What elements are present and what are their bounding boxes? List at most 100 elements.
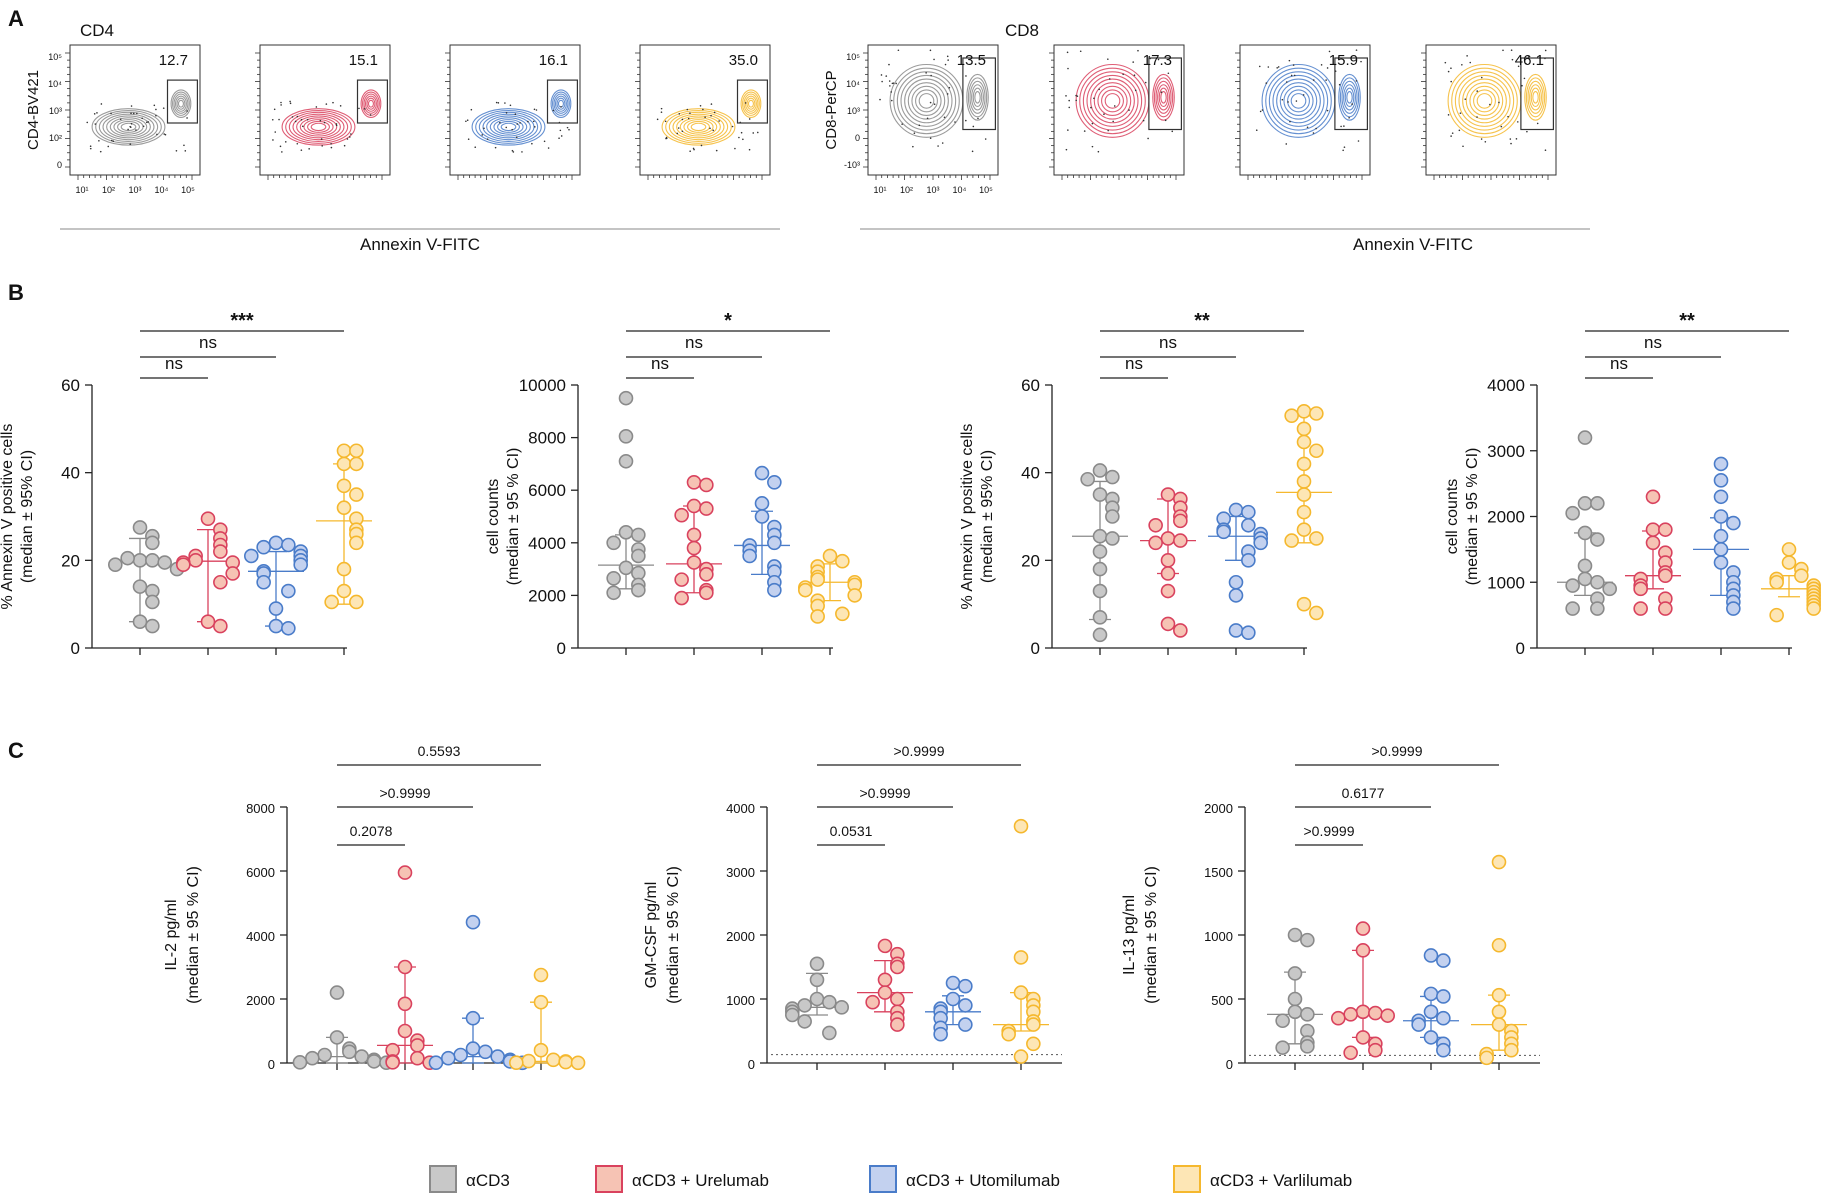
flow-event-dot bbox=[147, 121, 150, 123]
flow-event-dot bbox=[948, 86, 951, 89]
flow-event-dot bbox=[1536, 122, 1539, 125]
flow-event-dot bbox=[1287, 101, 1289, 103]
y-tick-label: 0 bbox=[557, 639, 566, 658]
data-point bbox=[1577, 571, 1593, 587]
flow-contour bbox=[1454, 71, 1515, 131]
y-axis-label: (median ± 95 % CI) bbox=[185, 866, 202, 1004]
significance-label: ns bbox=[1644, 333, 1662, 352]
y-tick-label: 60 bbox=[1021, 376, 1040, 395]
flow-event-dot bbox=[289, 100, 291, 103]
y-tick-label: 0 bbox=[268, 1057, 275, 1072]
flow-event-dot bbox=[1466, 55, 1468, 57]
data-point bbox=[1241, 504, 1256, 520]
data-point bbox=[847, 588, 863, 603]
flow-contour bbox=[1086, 74, 1139, 127]
flow-event-dot bbox=[1360, 60, 1362, 63]
y-tick-label: 2000 bbox=[1487, 508, 1525, 527]
flow-event-dot bbox=[155, 108, 157, 111]
data-point bbox=[1013, 985, 1029, 1000]
flow-event-dot bbox=[710, 103, 713, 105]
data-point bbox=[397, 996, 413, 1012]
data-point bbox=[674, 590, 689, 606]
data-point bbox=[1216, 524, 1231, 540]
data-point bbox=[1309, 443, 1324, 459]
flow-contour bbox=[170, 89, 192, 118]
flow-event-dot bbox=[1517, 65, 1520, 68]
data-point bbox=[1092, 627, 1108, 643]
flow-ytick-label: 10² bbox=[49, 133, 62, 143]
flow-event-dot bbox=[135, 129, 137, 131]
data-point bbox=[1590, 574, 1605, 590]
data-point bbox=[281, 537, 296, 553]
flow-event-dot bbox=[977, 117, 979, 120]
data-point bbox=[1491, 1004, 1507, 1020]
flow-event-dot bbox=[163, 133, 166, 135]
data-point bbox=[521, 1053, 536, 1069]
data-point bbox=[1368, 1042, 1383, 1058]
data-point bbox=[1296, 504, 1312, 520]
flow-event-dot bbox=[1075, 94, 1077, 97]
flow-event-dot bbox=[481, 134, 484, 136]
data-point bbox=[1296, 434, 1312, 450]
flow-event-dot bbox=[677, 127, 680, 129]
flow-event-dot bbox=[162, 107, 165, 109]
flow-event-dot bbox=[1147, 137, 1149, 140]
flow-event-dot bbox=[660, 111, 663, 113]
data-point bbox=[132, 553, 148, 568]
panel-label-b: B bbox=[8, 280, 24, 305]
legend-item: αCD3 + Varlilumab bbox=[1173, 1165, 1352, 1193]
flow-event-dot bbox=[965, 119, 967, 122]
data-point bbox=[865, 994, 880, 1010]
flow-event-dot bbox=[566, 126, 569, 129]
flow-event-dot bbox=[1075, 99, 1077, 102]
flow-contour bbox=[1079, 67, 1146, 135]
flow-event-dot bbox=[183, 144, 185, 147]
flow-event-dot bbox=[1476, 116, 1478, 118]
flow-event-dot bbox=[1302, 94, 1305, 96]
data-point bbox=[1105, 531, 1120, 546]
data-point bbox=[453, 1047, 468, 1063]
flow-event-dot bbox=[1258, 65, 1261, 68]
flow-event-dot bbox=[891, 82, 894, 85]
flow-event-dot bbox=[497, 102, 500, 104]
data-point bbox=[324, 594, 339, 610]
data-point bbox=[877, 985, 893, 1000]
flow-event-dot bbox=[271, 118, 274, 121]
legend-item: αCD3 bbox=[429, 1165, 510, 1193]
flow-event-dot bbox=[280, 101, 282, 104]
flow-contour bbox=[683, 119, 714, 135]
data-point bbox=[465, 1041, 481, 1056]
flow-event-dot bbox=[330, 142, 332, 145]
flow-event-dot bbox=[752, 132, 755, 134]
data-point bbox=[877, 938, 893, 954]
flow-event-dot bbox=[1315, 127, 1317, 130]
flow-event-dot bbox=[1067, 129, 1069, 131]
flow-event-dot bbox=[756, 131, 759, 134]
flow-event-dot bbox=[1480, 76, 1483, 79]
flow-contour bbox=[907, 82, 946, 120]
flow-ytick-label: 10³ bbox=[49, 106, 62, 116]
flow-event-dot bbox=[531, 142, 533, 145]
flow-event-dot bbox=[1107, 58, 1109, 60]
significance-label: ns bbox=[685, 333, 703, 352]
flow-contour bbox=[972, 87, 983, 108]
flow-contour bbox=[1532, 91, 1539, 104]
data-point bbox=[1479, 1050, 1494, 1066]
flow-event-dot bbox=[1464, 98, 1467, 100]
flow-contour bbox=[1339, 77, 1360, 118]
flow-event-dot bbox=[155, 114, 157, 117]
legend-label: αCD3 bbox=[466, 1171, 510, 1190]
flow-event-dot bbox=[901, 123, 903, 125]
flow-event-dot bbox=[483, 127, 485, 130]
flow-contour bbox=[478, 111, 539, 143]
flow-event-dot bbox=[880, 74, 883, 76]
flow-contour bbox=[366, 97, 376, 110]
flow-contour bbox=[310, 122, 327, 132]
flow-event-dot bbox=[689, 112, 691, 115]
flow-event-dot bbox=[929, 137, 932, 139]
data-point bbox=[618, 560, 634, 576]
data-point bbox=[767, 475, 782, 490]
flow-contour bbox=[1287, 89, 1310, 113]
flow-event-dot bbox=[1289, 120, 1291, 123]
